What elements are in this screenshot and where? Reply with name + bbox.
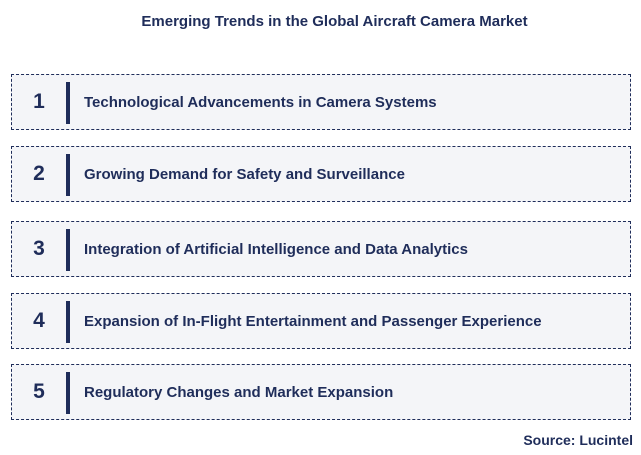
trend-number: 5 — [33, 380, 45, 403]
trend-divider-bar — [66, 301, 70, 343]
trend-divider-bar — [66, 154, 70, 196]
trend-item-4: 4 Expansion of In-Flight Entertainment a… — [11, 293, 631, 349]
trend-label: Growing Demand for Safety and Surveillan… — [84, 165, 405, 183]
trend-divider-bar — [66, 372, 70, 414]
trend-label: Technological Advancements in Camera Sys… — [84, 93, 437, 111]
source-credit: Source: Lucintel — [523, 432, 633, 448]
trend-item-1: 1 Technological Advancements in Camera S… — [11, 74, 631, 130]
trend-number: 3 — [33, 237, 45, 260]
trend-item-2: 2 Growing Demand for Safety and Surveill… — [11, 146, 631, 202]
trend-item-3: 3 Integration of Artificial Intelligence… — [11, 221, 631, 277]
trend-item-5: 5 Regulatory Changes and Market Expansio… — [11, 364, 631, 420]
trend-number: 1 — [33, 90, 45, 113]
trend-divider-bar — [66, 82, 70, 124]
trend-number: 2 — [33, 162, 45, 185]
trend-number: 4 — [33, 309, 45, 332]
trend-label: Regulatory Changes and Market Expansion — [84, 383, 394, 401]
trend-label: Expansion of In-Flight Entertainment and… — [84, 312, 542, 330]
trend-label: Integration of Artificial Intelligence a… — [84, 240, 468, 258]
trend-divider-bar — [66, 229, 70, 271]
diagram-title: Emerging Trends in the Global Aircraft C… — [141, 13, 528, 30]
